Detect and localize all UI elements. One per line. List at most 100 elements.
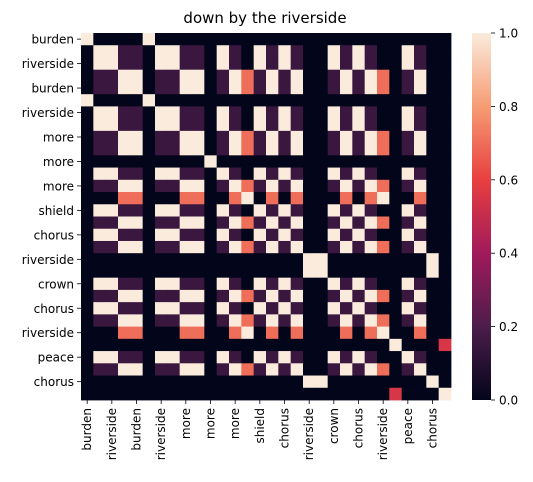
heatmap-cell <box>253 351 267 364</box>
heatmap-cell <box>179 81 193 95</box>
x-tick-label: more <box>228 408 242 439</box>
heatmap-cell <box>93 179 107 193</box>
heatmap-cell <box>216 204 230 217</box>
heatmap-cell <box>179 179 193 193</box>
heatmap-cell <box>142 192 156 205</box>
heatmap-cell <box>241 45 255 58</box>
heatmap-cell <box>192 94 205 107</box>
heatmap-cell <box>389 314 403 327</box>
y-tick-label: more <box>43 179 74 193</box>
heatmap-cell <box>426 45 440 58</box>
heatmap-cell <box>179 265 193 279</box>
heatmap-cell <box>105 33 119 46</box>
heatmap-cell <box>278 387 292 401</box>
heatmap-cell <box>278 228 292 242</box>
heatmap-cell <box>389 289 403 303</box>
heatmap-cell <box>315 204 329 217</box>
heatmap-cell <box>266 179 279 193</box>
heatmap-cell <box>229 289 242 303</box>
heatmap-cell <box>130 118 144 132</box>
heatmap-cell <box>364 155 378 168</box>
heatmap-cell <box>290 363 304 376</box>
heatmap-cell <box>340 81 353 95</box>
heatmap-cell <box>253 155 267 168</box>
heatmap-cell <box>192 314 205 327</box>
heatmap-cell <box>192 228 205 242</box>
heatmap-cell <box>118 265 131 279</box>
heatmap-cell <box>204 277 218 291</box>
heatmap-cell <box>327 265 341 279</box>
heatmap-cell <box>266 118 279 132</box>
heatmap-cell <box>130 338 144 352</box>
heatmap-cell <box>167 302 181 315</box>
heatmap-cell <box>155 155 168 168</box>
heatmap-cell <box>290 314 304 327</box>
heatmap-cell <box>438 277 452 291</box>
heatmap-cell <box>118 106 131 120</box>
heatmap-cell <box>303 106 316 120</box>
heatmap-cell <box>241 228 255 242</box>
heatmap-cell <box>155 143 168 156</box>
heatmap-cell <box>192 106 205 120</box>
heatmap-cell <box>266 277 279 291</box>
heatmap-cell <box>278 69 292 83</box>
heatmap-cell <box>340 204 353 217</box>
heatmap-cell <box>414 375 427 389</box>
heatmap-cell <box>327 106 341 120</box>
heatmap-cell <box>142 81 156 95</box>
heatmap-cell <box>389 240 403 254</box>
heatmap-cell <box>352 351 366 364</box>
heatmap-cell <box>130 216 144 230</box>
heatmap-cell <box>105 314 119 327</box>
heatmap-cell <box>81 265 94 279</box>
heatmap-cell <box>352 240 366 254</box>
heatmap-cell <box>401 265 415 279</box>
heatmap-cell <box>142 387 156 401</box>
heatmap-cell <box>118 118 131 132</box>
heatmap-cell <box>401 314 415 327</box>
heatmap-cell <box>426 69 440 83</box>
heatmap-cell <box>155 216 168 230</box>
heatmap-cell <box>229 130 242 144</box>
heatmap-cell <box>438 253 452 266</box>
heatmap-cell <box>278 130 292 144</box>
heatmap-cell <box>167 69 181 83</box>
heatmap-cell <box>389 192 403 205</box>
y-tick-label: chorus <box>34 375 74 389</box>
heatmap-cell <box>266 228 279 242</box>
heatmap-cell <box>192 387 205 401</box>
heatmap-cell <box>155 277 168 291</box>
heatmap-cell <box>216 338 230 352</box>
heatmap-cell <box>167 45 181 58</box>
heatmap-cell <box>377 155 390 168</box>
chart-title: down by the riverside <box>183 9 346 27</box>
heatmap-cell <box>155 228 168 242</box>
heatmap-cell <box>142 363 156 376</box>
heatmap-cell <box>327 45 341 58</box>
heatmap-cell <box>414 94 427 107</box>
heatmap-cell <box>389 167 403 181</box>
heatmap-cell <box>364 265 378 279</box>
heatmap-cell <box>241 289 255 303</box>
heatmap-cell <box>179 253 193 266</box>
heatmap-cell <box>438 302 452 315</box>
heatmap-cell <box>401 228 415 242</box>
heatmap-cell <box>303 240 316 254</box>
heatmap-cell <box>93 143 107 156</box>
heatmap-cell <box>377 326 390 340</box>
heatmap-cell <box>155 179 168 193</box>
heatmap-cell <box>155 69 168 83</box>
heatmap-cell <box>105 363 119 376</box>
heatmap-cell <box>229 338 242 352</box>
heatmap-cell <box>377 179 390 193</box>
heatmap-cell <box>253 216 267 230</box>
heatmap-cell <box>118 57 131 71</box>
heatmap-cell <box>155 167 168 181</box>
heatmap-cell <box>179 192 193 205</box>
heatmap-cell <box>142 167 156 181</box>
heatmap-cell <box>352 289 366 303</box>
heatmap-cell <box>389 387 403 401</box>
heatmap-cell <box>303 216 316 230</box>
heatmap-cell <box>290 228 304 242</box>
heatmap-cell <box>167 118 181 132</box>
